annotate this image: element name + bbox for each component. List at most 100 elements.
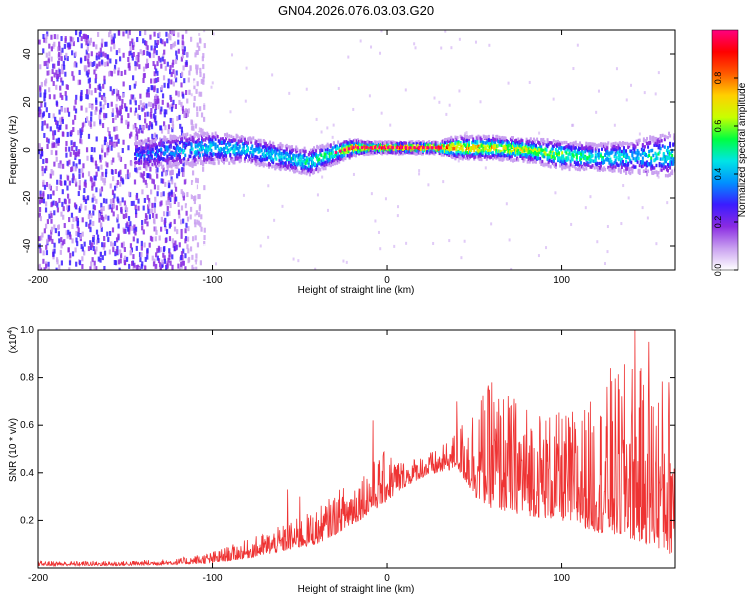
spectrogram-cell xyxy=(313,146,316,150)
spectrogram-cell xyxy=(259,143,262,147)
spectrogram-cell xyxy=(65,124,68,130)
spectrogram-cell xyxy=(660,168,663,172)
spectrogram-cell xyxy=(226,132,229,137)
spectrogram-cell xyxy=(98,51,101,57)
spectrogram-cell xyxy=(110,136,113,142)
spectrogram-cell xyxy=(607,158,610,162)
spectrogram-cell xyxy=(199,91,203,97)
spectrogram-cell xyxy=(393,145,396,149)
spectrogram-cell xyxy=(433,96,436,100)
spectrogram-cell xyxy=(164,136,167,140)
spectrogram-cell xyxy=(488,148,491,152)
spectrogram-cell xyxy=(541,148,544,153)
spectrogram-cell xyxy=(79,58,83,64)
spectrogram-cell xyxy=(496,150,499,155)
spectrogram-cell xyxy=(573,149,576,154)
spectrogram-cell xyxy=(161,93,165,99)
spectrogram-cell xyxy=(575,143,578,147)
spectrogram-cell xyxy=(198,45,201,51)
spectrogram-cell xyxy=(316,145,319,149)
spectrogram-cell xyxy=(179,219,183,225)
spectrogram-cell xyxy=(480,138,483,142)
spectrogram-cell xyxy=(355,144,358,148)
spectrogram-cell xyxy=(144,265,147,270)
spectrogram-cell xyxy=(141,220,144,226)
spectrogram-cell xyxy=(507,141,510,145)
spectrogram-cell xyxy=(240,135,243,139)
spectrogram-cell xyxy=(193,162,196,166)
spectrogram-cell xyxy=(407,146,410,151)
spectrogram-cell xyxy=(159,125,162,131)
spectrogram-cell xyxy=(591,164,594,168)
spectrogram-cell xyxy=(154,115,157,121)
spectrogram-cell xyxy=(164,125,167,131)
spectrogram-cell xyxy=(42,258,45,264)
spectrogram-cell xyxy=(58,45,61,51)
spectrogram-cell xyxy=(196,178,199,184)
spectrogram-cell xyxy=(506,152,509,157)
spectrogram-cell xyxy=(486,142,489,146)
spectrogram-cell xyxy=(382,141,385,146)
spectrogram-cell xyxy=(162,121,166,127)
spectrogram-cell xyxy=(501,151,504,156)
spectrogram-cell xyxy=(86,38,90,44)
spectrogram-cell xyxy=(481,147,484,152)
spectrogram-cell xyxy=(164,65,167,71)
spectrogram-cell xyxy=(61,80,64,86)
spectrogram-cell xyxy=(292,165,295,170)
spectrogram-cell xyxy=(89,240,92,246)
spectrogram-cell xyxy=(606,157,609,161)
spectrogram-cell xyxy=(442,153,445,157)
spectrogram-cell xyxy=(326,160,329,164)
spectrogram-cell xyxy=(543,150,546,155)
spectrogram-cell xyxy=(564,161,567,166)
spectrogram-cell xyxy=(186,112,189,118)
spectrogram-cell xyxy=(84,205,87,211)
spectrogram-cell xyxy=(59,163,62,169)
spectrogram-cell xyxy=(420,142,423,146)
spectrogram-cell xyxy=(175,90,178,96)
spectrogram-cell xyxy=(297,159,300,164)
spectrogram-cell xyxy=(60,50,63,56)
spectrogram-cell xyxy=(628,156,631,160)
spectrogram-cell xyxy=(353,146,356,150)
spectrogram-cell xyxy=(145,40,148,46)
spectrogram-cell xyxy=(133,110,137,116)
spectrogram-cell xyxy=(611,148,614,152)
spectrogram-cell xyxy=(444,147,447,152)
spectrogram-cell xyxy=(96,63,99,69)
spectrogram-cell xyxy=(173,160,176,164)
spectrogram-cell xyxy=(492,156,495,161)
spectrogram-cell xyxy=(66,193,70,199)
spectrogram-cell xyxy=(55,186,58,192)
spectrogram-cell xyxy=(619,160,622,164)
spectrogram-cell xyxy=(535,155,538,160)
spectrogram-cell xyxy=(565,156,568,160)
spectrogram-cell xyxy=(257,150,260,154)
spectrogram-cell xyxy=(166,149,169,153)
spectrogram-cell xyxy=(541,153,544,157)
spectrogram-cell xyxy=(110,159,113,165)
spectrogram-cell xyxy=(163,157,166,162)
spectrogram-cell xyxy=(118,30,121,36)
spectrogram-cell xyxy=(497,143,500,148)
spectrogram-cell xyxy=(180,130,184,136)
spectrogram-cell xyxy=(474,146,477,150)
spectrogram-cell xyxy=(130,94,133,100)
spectrogram-cell xyxy=(505,156,508,161)
spectrogram-cell xyxy=(200,78,203,84)
spectrogram-cell xyxy=(224,151,227,155)
spectrogram-cell xyxy=(563,140,566,145)
spectrogram-cell xyxy=(571,164,574,168)
spectrogram-cell xyxy=(174,160,177,164)
spectrogram-cell xyxy=(151,178,154,184)
spectrogram-cell xyxy=(89,266,92,270)
spectrogram-cell xyxy=(523,157,526,162)
spectrogram-cell xyxy=(452,138,455,143)
spectrogram-cell xyxy=(80,244,83,250)
spectrogram-cell xyxy=(482,146,485,151)
spectrogram-cell xyxy=(396,214,399,218)
spectrogram-cell xyxy=(651,148,654,153)
spectrogram-cell xyxy=(153,31,156,37)
spectrogram-cell xyxy=(226,145,229,150)
